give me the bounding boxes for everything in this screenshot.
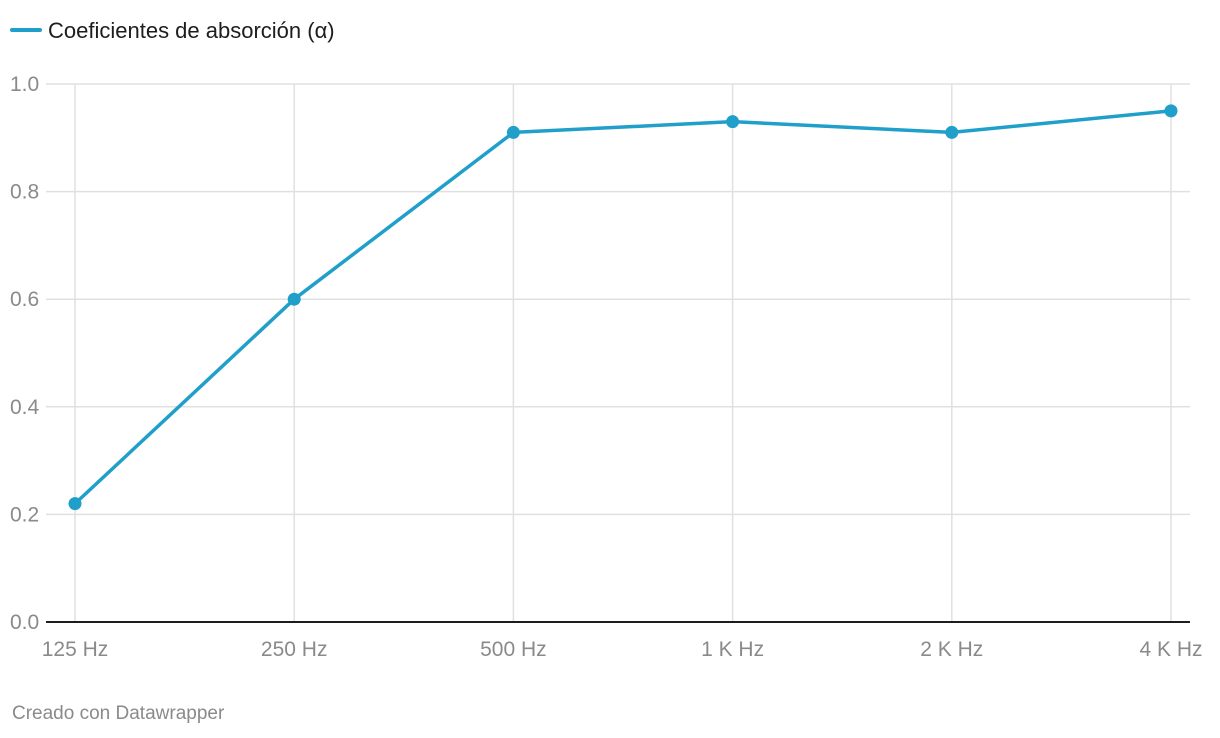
- y-tick-label: 0.0: [10, 611, 39, 634]
- legend: Coeficientes de absorción (α): [10, 18, 335, 43]
- y-axis-ticks: 0.0 0.2 0.4 0.6 0.8 1.0: [10, 73, 40, 634]
- grid-lines: [46, 83, 1190, 622]
- x-tick-label: 125 Hz: [42, 638, 109, 661]
- data-point: [287, 292, 301, 306]
- series-line: [73, 109, 1173, 506]
- x-tick-label: 250 Hz: [261, 638, 328, 661]
- y-tick-label: 0.2: [10, 503, 39, 526]
- x-tick-label: 4 K Hz: [1139, 638, 1202, 661]
- data-point: [68, 497, 82, 511]
- x-tick-label: 2 K Hz: [920, 638, 983, 661]
- legend-label-series-1: Coeficientes de absorción (α): [48, 18, 335, 43]
- y-tick-label: 1.0: [10, 73, 39, 96]
- data-point: [726, 115, 740, 129]
- y-tick-label: 0.6: [10, 288, 39, 311]
- data-point: [945, 125, 959, 139]
- x-tick-label: 1 K Hz: [701, 638, 764, 661]
- x-tick-label: 500 Hz: [480, 638, 547, 661]
- data-point: [506, 125, 520, 139]
- y-tick-label: 0.4: [10, 396, 40, 419]
- footer-credit: Creado con Datawrapper: [12, 703, 225, 724]
- x-axis-ticks: 125 Hz 250 Hz 500 Hz 1 K Hz 2 K Hz 4 K Hz: [42, 638, 1203, 661]
- series-line-group: [68, 104, 1178, 511]
- y-tick-label: 0.8: [10, 181, 39, 204]
- data-point: [1164, 104, 1178, 118]
